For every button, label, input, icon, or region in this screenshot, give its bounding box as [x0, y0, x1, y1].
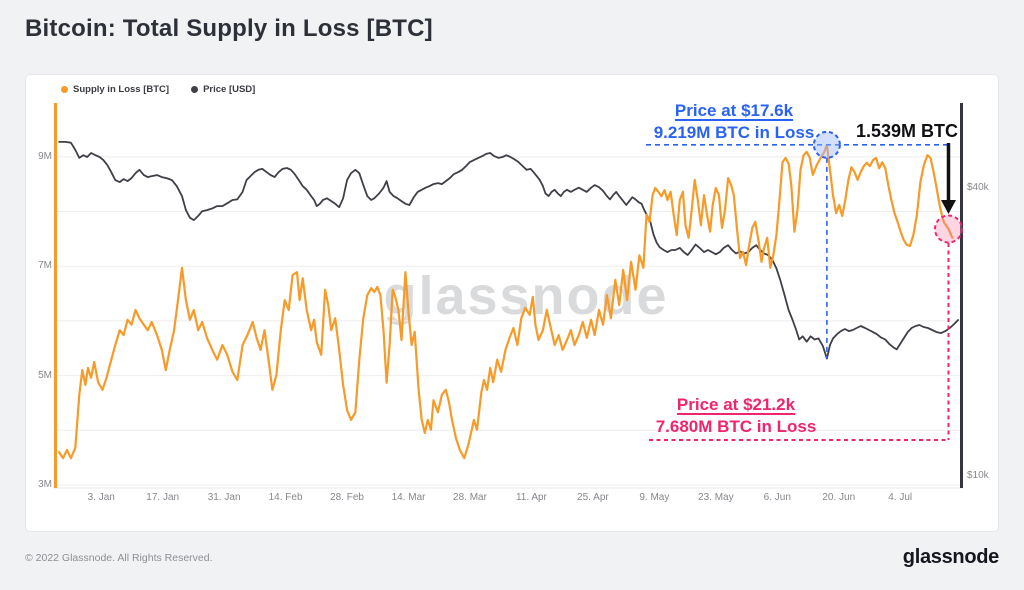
tick-label: 14. Feb [268, 492, 303, 503]
tick-label: 9M [38, 150, 52, 162]
tick-label: 5M [38, 369, 52, 381]
annotation-blue-line2: 9.219M BTC in Loss [653, 123, 815, 142]
annotation-blue-line1: Price at $17.6k [674, 101, 794, 120]
legend-label-price: Price [USD] [203, 84, 256, 95]
supply-line [58, 143, 954, 460]
plot-svg[interactable] [26, 75, 1000, 533]
left-axis-spine [54, 103, 57, 488]
tick-label: 25. Apr [577, 492, 609, 503]
pink-marker-circle [933, 214, 963, 244]
tick-label: 9. May [639, 492, 670, 503]
tick-label: 6. Jun [763, 492, 791, 503]
tick-label: 14. Mar [391, 492, 426, 503]
tick-label: 23. May [698, 492, 734, 503]
legend-dot-price-icon [191, 86, 199, 93]
tick-label: 3. Jan [87, 492, 115, 503]
tick-label: $10k [967, 470, 989, 481]
page-title: Bitcoin: Total Supply in Loss [BTC] [25, 15, 433, 42]
legend-item-supply[interactable]: Supply in Loss [BTC] [61, 84, 169, 95]
tick-label: $40k [967, 182, 989, 194]
tick-label: 20. Jun [822, 492, 856, 503]
annotation-delta-label: 1.539M BTC [855, 121, 959, 141]
annotation-price-17-6k: Price at $17.6k 9.219M BTC in Loss [604, 101, 864, 143]
tick-label: 7M [38, 260, 52, 272]
annotation-pink-line1: Price at $21.2k [676, 395, 796, 414]
footer: © 2022 Glassnode. All Rights Reserved. g… [25, 546, 999, 569]
tick-label: 28. Mar [453, 492, 487, 503]
legend-dot-supply-icon [61, 86, 68, 93]
glassnode-logo[interactable]: glassnode [902, 546, 1000, 568]
copyright-text: © 2022 Glassnode. All Rights Reserved. [25, 551, 213, 564]
tick-label: 3M [38, 479, 52, 490]
arrow-head-icon [940, 200, 956, 214]
chart-card: Supply in Loss [BTC] Price [USD] glassno… [25, 74, 999, 532]
tick-label: 11. Apr [515, 492, 547, 503]
tick-label: 17. Jan [146, 492, 180, 503]
tick-label: 4. Jul [888, 492, 913, 503]
annotation-price-21-2k: Price at $21.2k 7.680M BTC in Loss [606, 395, 866, 437]
tick-label: 28. Feb [330, 492, 364, 503]
annotation-pink-line2: 7.680M BTC in Loss [655, 417, 817, 436]
chart-legend: Supply in Loss [BTC] Price [USD] [61, 84, 255, 95]
blue-marker-circle [812, 130, 841, 159]
right-axis-spine [960, 103, 963, 488]
legend-label-supply: Supply in Loss [BTC] [73, 84, 170, 95]
tick-label: 31. Jan [207, 492, 241, 503]
legend-item-price[interactable]: Price [USD] [191, 84, 255, 95]
price-line [58, 141, 959, 360]
